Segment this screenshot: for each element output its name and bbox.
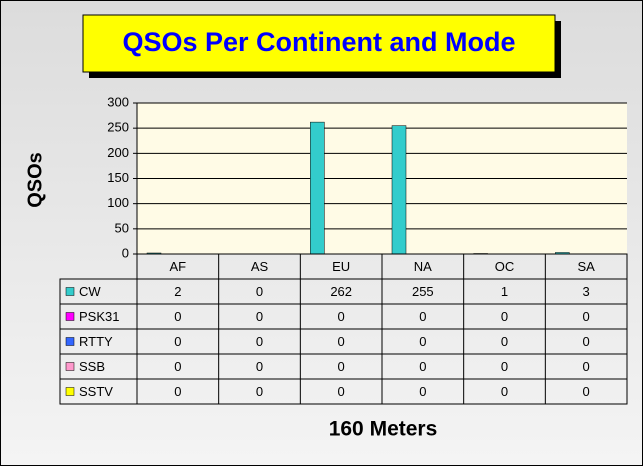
table-cell: 0	[583, 334, 590, 349]
table-cell: 0	[583, 309, 590, 324]
y-tick-label: 0	[122, 245, 129, 260]
y-tick-label: 250	[107, 120, 129, 135]
y-tick-label: 100	[107, 195, 129, 210]
legend-key	[65, 337, 75, 346]
table-cell: 0	[256, 334, 263, 349]
table-cell: 0	[583, 359, 590, 374]
table-cell: 0	[419, 359, 426, 374]
table-cell: 0	[501, 309, 508, 324]
table-cell: 255	[412, 284, 434, 299]
table-cell: 0	[501, 334, 508, 349]
y-tick-label: 150	[107, 170, 129, 185]
table-cell: 0	[256, 284, 263, 299]
x-tick-label: SA	[577, 259, 595, 274]
legend-key	[65, 312, 75, 321]
legend-key	[65, 287, 75, 296]
y-tick-label: 300	[107, 94, 129, 109]
table-cell: 2	[174, 284, 181, 299]
table-cell: 0	[338, 359, 345, 374]
x-tick-label: AF	[170, 259, 187, 274]
title-box	[82, 14, 556, 73]
table-cell: 262	[330, 284, 352, 299]
x-tick-label: NA	[414, 259, 432, 274]
table-cell: 0	[419, 334, 426, 349]
table-cell: 0	[256, 309, 263, 324]
legend-label: PSK31	[79, 309, 119, 324]
table-cell: 1	[501, 284, 508, 299]
legend-label: RTTY	[79, 334, 113, 349]
table-cell: 0	[174, 309, 181, 324]
table-cell: 0	[338, 309, 345, 324]
table-cell: 0	[501, 359, 508, 374]
table-cell: 0	[174, 384, 181, 399]
table-cell: 0	[256, 359, 263, 374]
legend-label: SSTV	[79, 384, 113, 399]
x-axis-label: 160 Meters	[329, 418, 438, 441]
legend-key	[65, 387, 75, 396]
table-cell: 0	[174, 359, 181, 374]
legend-label: SSB	[79, 359, 105, 374]
y-tick-label: 200	[107, 145, 129, 160]
table-cell: 0	[501, 384, 508, 399]
table-cell: 0	[338, 384, 345, 399]
legend-label: CW	[79, 284, 101, 299]
table-cell: 0	[338, 334, 345, 349]
bar	[310, 121, 325, 255]
table-cell: 0	[419, 384, 426, 399]
bar	[391, 125, 407, 255]
table-cell: 0	[583, 384, 590, 399]
chart-title: QSOs Per Continent and Mode	[122, 27, 515, 57]
table-cell: 3	[583, 284, 590, 299]
y-axis-label: QSOs	[24, 152, 46, 208]
x-tick-label: OC	[495, 259, 515, 274]
table-cell: 0	[419, 309, 426, 324]
x-tick-label: EU	[332, 259, 350, 274]
x-tick-label: AS	[251, 259, 269, 274]
legend-key	[65, 362, 75, 371]
y-tick-label: 50	[115, 220, 129, 235]
table-cell: 0	[256, 384, 263, 399]
table-cell: 0	[174, 334, 181, 349]
